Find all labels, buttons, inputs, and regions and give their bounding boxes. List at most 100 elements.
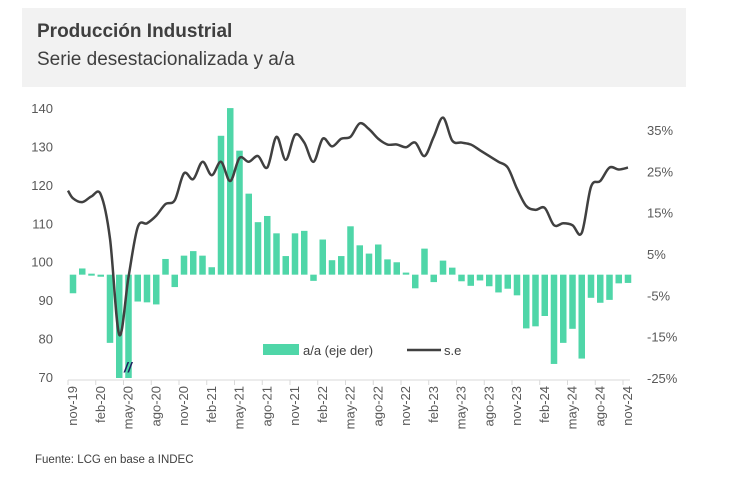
bar-oct-21 <box>282 256 289 275</box>
right-tick-label: -25% <box>647 371 678 386</box>
chart-subtitle: Serie desestacionalizada y a/a <box>37 49 295 70</box>
bar-abr-23 <box>449 267 456 275</box>
right-tick-label: -5% <box>647 288 671 303</box>
bar-dic-23 <box>523 274 530 329</box>
bar-ago-21 <box>264 215 271 275</box>
bar-oct-20 <box>171 274 178 288</box>
bar-mar-22 <box>328 260 336 275</box>
bar-ago-23 <box>486 274 493 287</box>
x-tick-label: nov-21 <box>287 386 302 426</box>
bar-jul-22 <box>365 253 373 275</box>
left-tick-label: 80 <box>39 332 53 347</box>
x-tick-label: feb-23 <box>426 386 441 423</box>
bar-jun-23 <box>467 274 474 286</box>
bar-may-22 <box>347 226 354 275</box>
x-tick-label: nov-24 <box>620 386 635 426</box>
x-tick-label: may-20 <box>121 386 136 429</box>
bar-mar-21 <box>217 135 225 275</box>
x-tick-label: may-23 <box>454 386 469 429</box>
bar-feb-24 <box>541 274 548 316</box>
legend-bar-swatch <box>263 344 299 355</box>
right-tick-label: 35% <box>647 123 673 138</box>
bar-sep-22 <box>384 259 391 275</box>
bar-ago-24 <box>597 274 604 303</box>
right-tick-label: -15% <box>647 330 678 345</box>
bar-nov-24 <box>624 274 632 283</box>
bar-sep-23 <box>495 274 502 293</box>
bar-ene-21 <box>199 255 206 275</box>
right-tick-label: 15% <box>647 206 673 221</box>
x-tick-label: ago-20 <box>148 386 163 426</box>
x-tick-label: may-21 <box>232 386 247 429</box>
right-axis: -25% -15% -5% 5% 15% 25% 35% <box>647 123 678 386</box>
bar-series <box>69 108 632 378</box>
bar-jun-21 <box>245 193 252 275</box>
bar-abr-22 <box>338 256 345 275</box>
bar-nov-23 <box>513 274 521 296</box>
bar-feb-23 <box>430 274 437 283</box>
bar-may-23 <box>458 274 465 282</box>
bar-jul-23 <box>476 274 484 281</box>
legend: a/a (eje der) s.e <box>263 343 461 358</box>
bar-ago-22 <box>375 244 382 275</box>
x-tick-label: ago-22 <box>370 386 385 426</box>
bar-nov-19 <box>69 274 77 294</box>
left-tick-label: 110 <box>32 216 53 231</box>
bar-abr-20 <box>116 274 123 378</box>
x-tick-label: ago-21 <box>259 386 274 426</box>
left-tick-label: 90 <box>39 293 53 308</box>
bar-sep-24 <box>606 274 613 300</box>
bar-feb-20 <box>97 274 104 277</box>
bar-oct-22 <box>393 262 400 275</box>
legend-bar-label: a/a (eje der) <box>303 343 373 358</box>
bar-jul-20 <box>143 274 151 303</box>
left-tick-label: 120 <box>31 178 53 193</box>
x-tick-label: feb-22 <box>315 386 330 423</box>
bar-mar-23 <box>439 260 447 275</box>
bar-mar-20 <box>106 274 114 343</box>
x-tick-label: feb-21 <box>204 386 219 423</box>
x-tick-label: nov-20 <box>176 386 191 426</box>
left-tick-label: 70 <box>39 370 53 385</box>
bar-oct-23 <box>504 274 511 289</box>
chart-title: Producción Industrial <box>37 21 233 42</box>
bar-may-24 <box>569 274 576 329</box>
bar-sep-20 <box>162 258 169 275</box>
x-tick-label: may-22 <box>343 386 358 429</box>
bar-feb-22 <box>319 239 326 275</box>
x-tick-label: feb-24 <box>537 386 552 423</box>
bar-sep-21 <box>273 233 280 275</box>
bar-may-21 <box>236 150 243 275</box>
bar-jun-22 <box>356 245 363 275</box>
left-tick-label: 140 <box>31 101 53 116</box>
right-tick-label: 25% <box>647 164 673 179</box>
bar-abr-24 <box>560 274 567 343</box>
x-tick-label: nov-23 <box>509 386 524 426</box>
bar-nov-21 <box>291 233 299 275</box>
x-tick-label: nov-22 <box>398 386 413 426</box>
chart-header: Producción Industrial Serie desestaciona… <box>22 8 686 87</box>
x-axis: nov-19 feb-20 may-20 ago-20 nov-20 feb-21 may-… <box>65 379 635 429</box>
bar-may-20 <box>125 274 132 378</box>
bar-dic-21 <box>301 230 308 275</box>
bar-jul-21 <box>254 222 262 275</box>
bar-jul-24 <box>587 274 595 298</box>
bar-ene-20 <box>88 273 95 276</box>
bar-ene-22 <box>310 274 317 281</box>
bar-jun-20 <box>134 274 141 302</box>
left-tick-label: 100 <box>31 255 53 270</box>
bar-dic-19 <box>79 268 86 275</box>
bar-dic-20 <box>190 251 197 275</box>
x-tick-label: feb-20 <box>93 386 108 423</box>
left-tick-label: 130 <box>31 139 53 154</box>
x-tick-label: nov-19 <box>65 386 80 426</box>
bar-oct-24 <box>615 274 622 284</box>
x-tick-label: may-24 <box>565 386 580 429</box>
right-tick-label: 5% <box>647 247 666 262</box>
bar-ago-20 <box>153 274 160 305</box>
bar-nov-20 <box>180 255 188 275</box>
bar-abr-21 <box>227 108 234 275</box>
x-tick-label: ago-23 <box>481 386 496 426</box>
bar-ene-23 <box>421 248 428 275</box>
